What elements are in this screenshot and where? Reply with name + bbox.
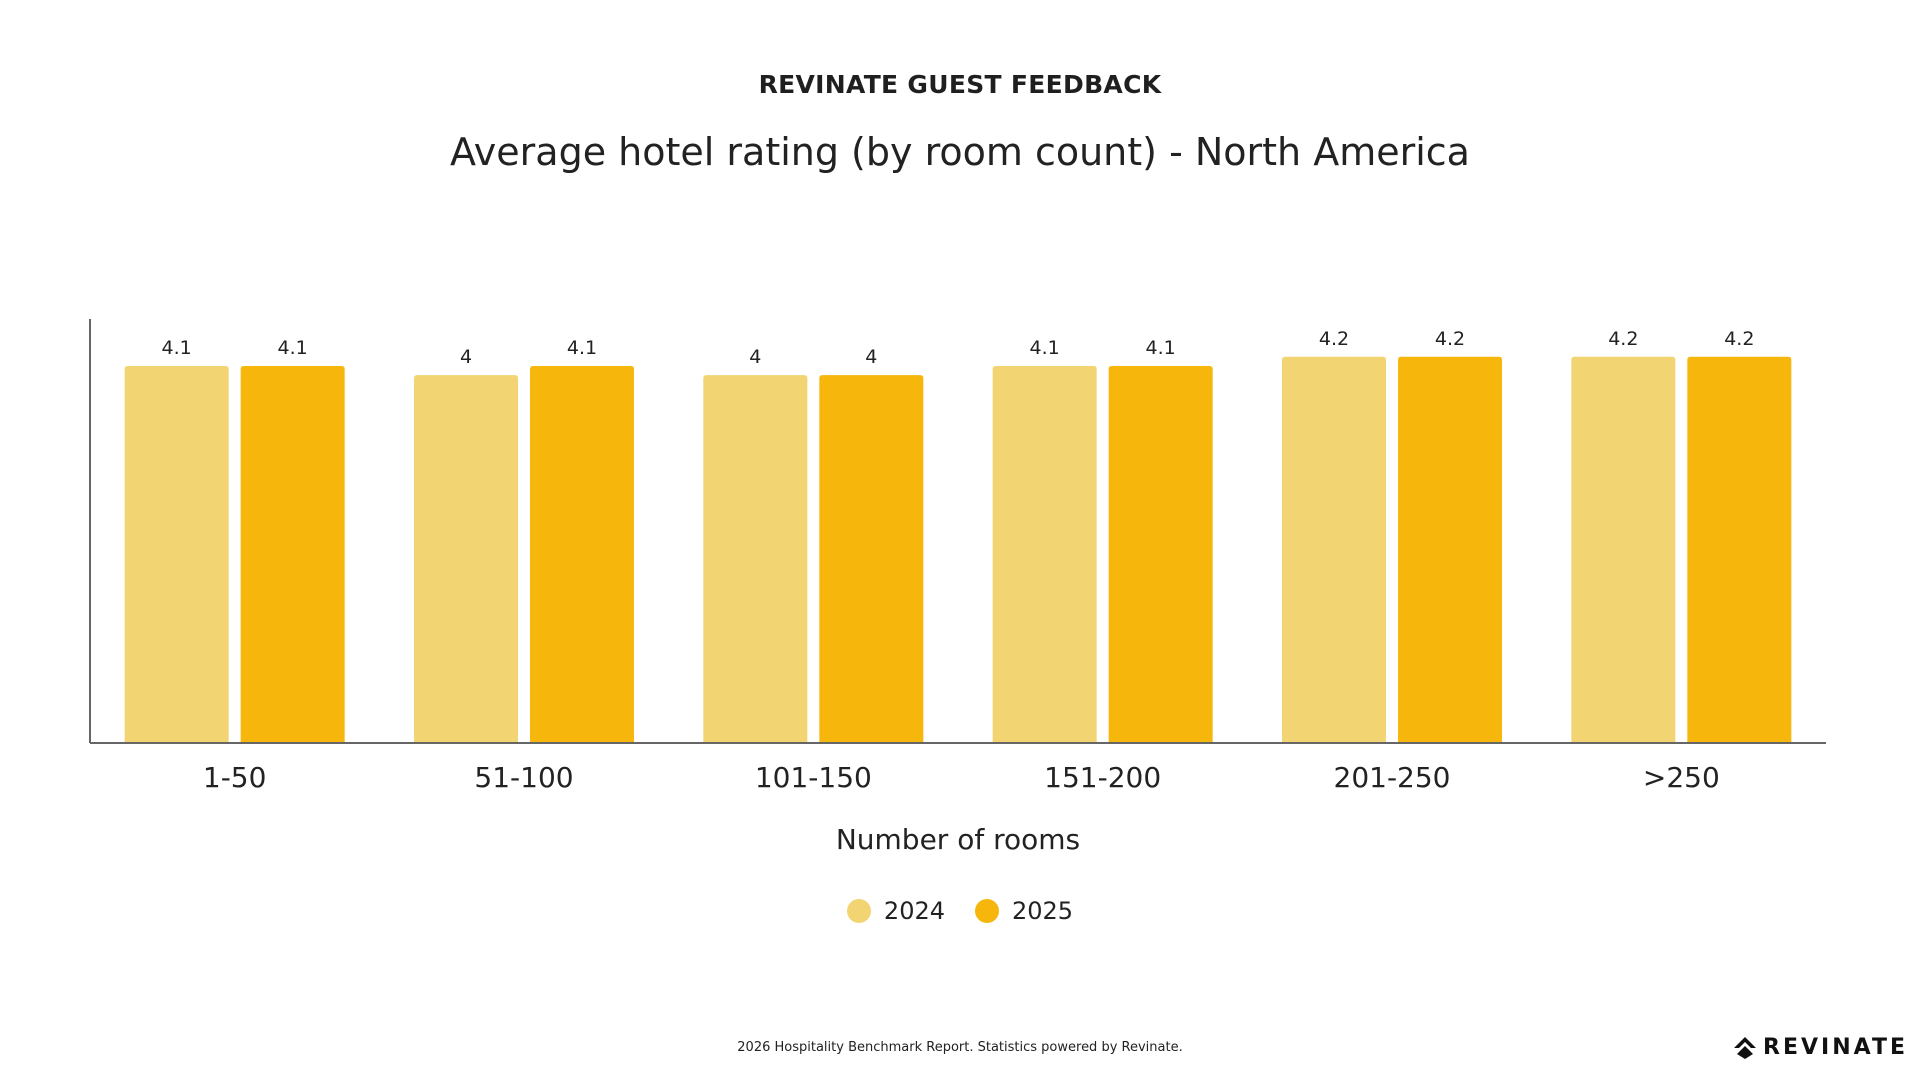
data-label-2025->250: 4.2 xyxy=(1724,328,1754,350)
legend-item-2025: 2025 xyxy=(975,897,1073,925)
bar-2024-151-200 xyxy=(992,365,1097,743)
bar-2025-51-100 xyxy=(530,365,634,743)
bar-2025-201-250 xyxy=(1398,356,1502,743)
x-tick-label: 151-200 xyxy=(1044,761,1161,794)
report-eyebrow: REVINATE GUEST FEEDBACK xyxy=(758,70,1162,99)
footer-note: 2026 Hospitality Benchmark Report. Stati… xyxy=(737,1040,1183,1055)
bar-2024-201-250 xyxy=(1282,356,1386,743)
legend-label-2024: 2024 xyxy=(883,897,945,925)
revinate-logo: REVINATE xyxy=(1733,1035,1908,1060)
chart-legend: 2024 2025 xyxy=(0,897,1920,925)
data-label-2024-1-50: 4.1 xyxy=(162,337,192,359)
data-label-2024-101-150: 4 xyxy=(749,346,761,368)
x-tick-label: 201-250 xyxy=(1334,761,1451,794)
brand-name: REVINATE xyxy=(1763,1035,1908,1060)
bar-2024-51-100 xyxy=(414,375,518,743)
legend-item-2024: 2024 xyxy=(846,897,945,925)
data-label-2024-201-250: 4.2 xyxy=(1319,328,1349,350)
bar-2025-1-50 xyxy=(240,365,345,743)
chart-title: Average hotel rating (by room count) - N… xyxy=(450,130,1470,174)
bar-2025-151-200 xyxy=(1108,365,1213,743)
x-tick-label: 101-150 xyxy=(755,761,872,794)
x-tick-label: 1-50 xyxy=(203,761,267,794)
data-label-2025-201-250: 4.2 xyxy=(1435,328,1465,350)
bar-2025->250 xyxy=(1687,356,1792,743)
data-label-2025-51-100: 4.1 xyxy=(567,337,597,359)
data-label-2024-51-100: 4 xyxy=(460,346,472,368)
x-axis-title: Number of rooms xyxy=(836,823,1080,856)
legend-label-2025: 2025 xyxy=(1012,897,1074,925)
x-tick-label: 51-100 xyxy=(474,761,573,794)
bar-2024-101-150 xyxy=(703,375,808,743)
bar-2024->250 xyxy=(1571,356,1676,743)
legend-swatch-2024 xyxy=(846,899,871,923)
bar-2024-1-50 xyxy=(124,365,229,743)
data-label-2024-151-200: 4.1 xyxy=(1030,337,1060,359)
revinate-mark-icon xyxy=(1734,1036,1757,1059)
data-label-2024->250: 4.2 xyxy=(1608,328,1638,350)
data-label-2025-151-200: 4.1 xyxy=(1146,337,1176,359)
x-tick-label: >250 xyxy=(1643,761,1720,794)
data-label-2025-101-150: 4 xyxy=(865,346,877,368)
bar-2025-101-150 xyxy=(819,375,924,743)
data-label-2025-1-50: 4.1 xyxy=(278,337,308,359)
legend-swatch-2025 xyxy=(975,899,999,923)
